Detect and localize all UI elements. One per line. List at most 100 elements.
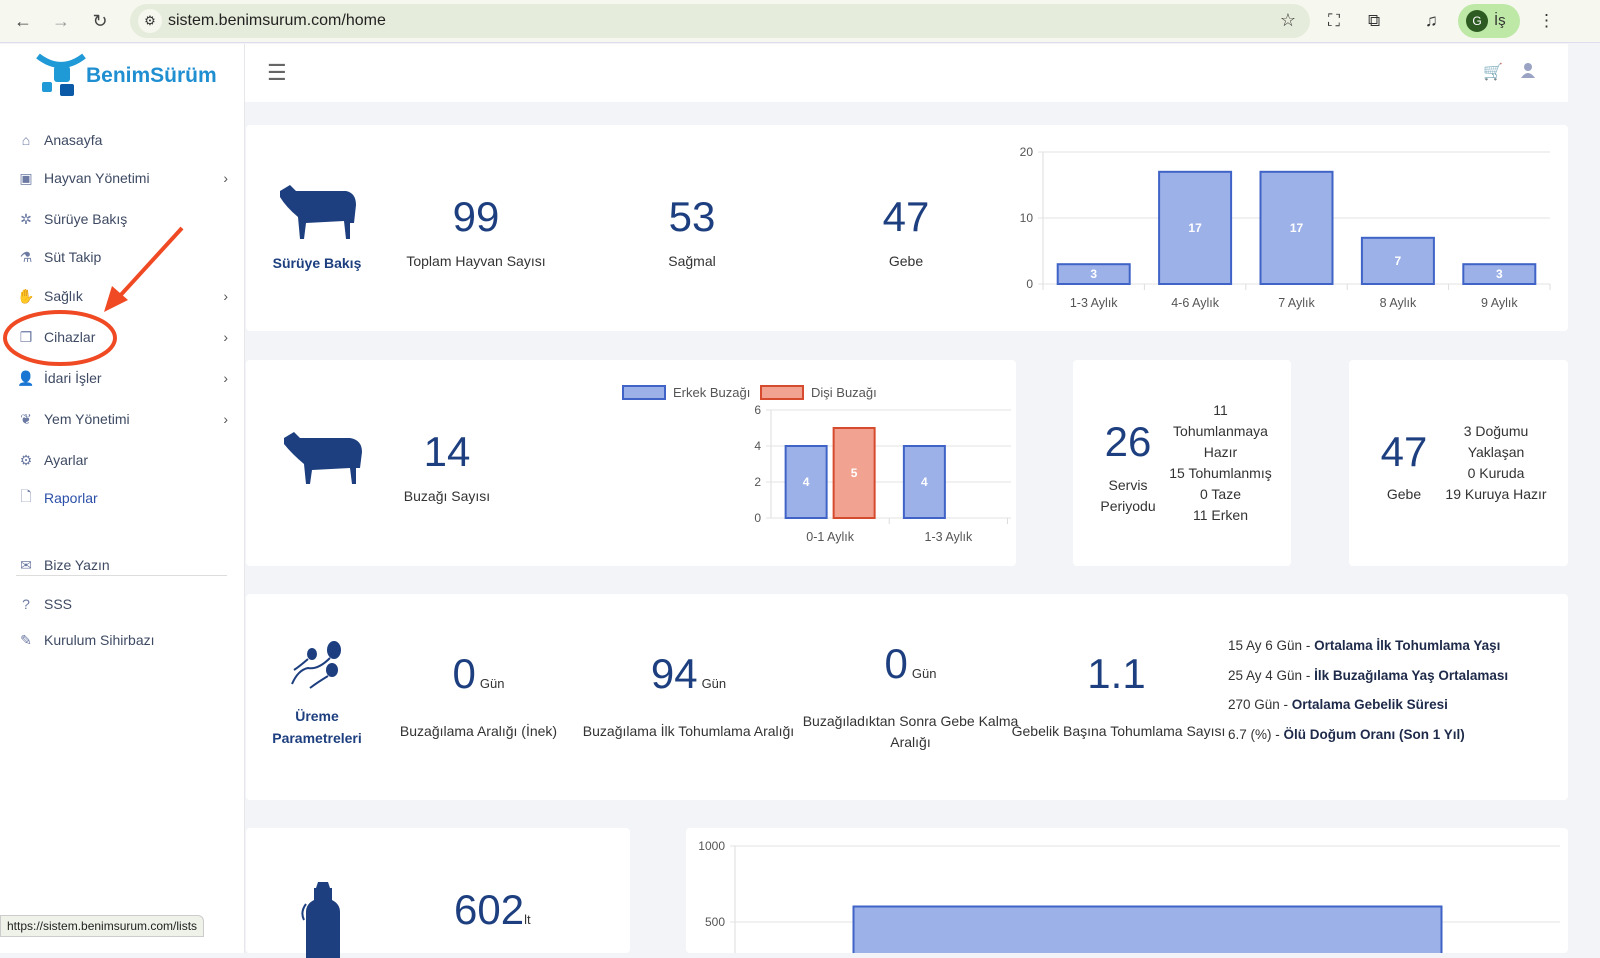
profile-button[interactable]: G İş [1458, 4, 1520, 38]
metric-unit: Gün [701, 676, 727, 691]
legend-swatch [622, 385, 666, 400]
annotation-arrow [116, 226, 184, 300]
pregnancy-detail-line: 3 Doğumu [1463, 423, 1529, 439]
forward-icon[interactable]: → [52, 11, 70, 31]
calf-icon [284, 432, 362, 484]
pregnancy-detail-line: 0 Kuruda [1467, 465, 1525, 481]
bar[interactable] [852, 905, 1443, 953]
sidebar-item-süt-takip[interactable]: ⚗ Süt Takip [16, 244, 228, 270]
bar[interactable] [902, 445, 946, 519]
legend-label[interactable]: Erkek Buzağı [673, 385, 750, 400]
sidebar-item-cihazlar[interactable]: ❐ Cihazlar › [16, 324, 228, 350]
logo-icon [36, 53, 86, 96]
sidebar-divider [16, 575, 227, 576]
x-tick-label: 8 Aylık [1380, 296, 1417, 310]
bar[interactable] [832, 427, 876, 519]
gear-icon: ⚙ [19, 451, 33, 468]
service-detail-line: Hazır [1203, 444, 1238, 460]
bar[interactable] [1056, 263, 1131, 285]
sidebar-item-label: Kurulum Sihirbazı [44, 632, 155, 648]
highlight-circle [3, 310, 117, 366]
site-settings-icon[interactable]: ⚙ [138, 9, 162, 33]
chevron-right-icon: › [223, 411, 228, 427]
pregnancy-value: 47 [1380, 428, 1428, 475]
back-icon[interactable]: ← [14, 11, 32, 31]
pregnant-value: 47 [882, 193, 930, 240]
stat-label: Ortalama İlk Tohumlama Yaşı [1314, 638, 1501, 653]
y-tick-label: 500 [705, 915, 725, 929]
total-animals-label: Toplam Hayvan Sayısı [406, 253, 546, 269]
milk-card: 602lt [246, 828, 630, 958]
pregnancy-card: 47 Gebe 3 Doğumu Yaklaşan 0 Kuruda 19 Kuruy… [1349, 360, 1568, 566]
screenshot-icon[interactable]: ⛶ [1328, 11, 1340, 30]
bar[interactable] [1158, 170, 1233, 285]
hamburger-menu-icon[interactable]: ☰ [267, 60, 287, 85]
metric-label: Buzağılama İlk Tohumlama Aralığı [582, 723, 795, 739]
sidebar-item-hayvan-yönetimi[interactable]: ▣ Hayvan Yönetimi › [16, 165, 228, 191]
sidebar-item-raporlar[interactable]: 🗋 Raporlar [16, 485, 228, 511]
media-icon[interactable]: ♫ [1425, 11, 1438, 30]
stat-value: 25 Ay 4 Gün [1228, 667, 1303, 683]
annotation-overlay [3, 226, 184, 366]
sidebar-item-kurulum-sihirbazı[interactable]: ✎ Kurulum Sihirbazı [16, 627, 228, 653]
service-detail-line: 0 Taze [1200, 486, 1241, 502]
sidebar-item-bize-yazın[interactable]: ✉ Bize Yazın [16, 552, 228, 578]
sidebar-item-sürüye-bakış[interactable]: ✲ Sürüye Bakış [16, 206, 228, 232]
sidebar-item-label: Raporlar [44, 490, 98, 506]
y-tick-label: 1000 [698, 839, 725, 853]
logo[interactable]: BenimSürüm [36, 52, 217, 107]
legend-label[interactable]: Dişi Buzağı [811, 385, 877, 400]
address-bar[interactable]: ⚙ sistem.benimsurum.com/home ☆ [130, 4, 1310, 38]
sidebar-item-sağlık[interactable]: ✋ Sağlık › [16, 283, 228, 309]
arrow-head-icon [104, 286, 128, 312]
reproduction-stat-line: 25 Ay 4 Gün - İlk Buzağılama Yaş Ortalam… [1228, 667, 1509, 683]
milking-label: Sağmal [668, 253, 716, 269]
chevron-right-icon: › [223, 370, 228, 386]
y-tick-label: 4 [754, 439, 761, 453]
herd-title: Sürüye Bakış [272, 255, 362, 271]
y-tick-label: 0 [1026, 277, 1033, 291]
milk-total: 602lt [454, 886, 531, 934]
sidebar-item-label: Sağlık [44, 288, 83, 304]
user-icon[interactable] [1521, 62, 1535, 78]
bar[interactable] [1462, 263, 1537, 285]
sidebar-item-ayarlar[interactable]: ⚙ Ayarlar [16, 447, 228, 473]
metric-label: Buzağılama Aralığı (İnek) [399, 723, 558, 739]
sidebar-item-yem-yönetimi[interactable]: ❦ Yem Yönetimi › [16, 406, 228, 432]
hand-holding-medical-icon: ✋ [17, 287, 35, 304]
extensions-icon[interactable]: ⧉ [1368, 11, 1381, 30]
bar[interactable] [1360, 236, 1435, 286]
reproduction-stats: 15 Ay 6 Gün - Ortalama İlk Tohumlama Yaş… [1228, 638, 1508, 756]
bar[interactable] [1259, 170, 1334, 285]
bar-value-label: 4 [921, 475, 928, 489]
service-period-label: Servis Periyodu [1100, 477, 1156, 514]
profile-label: İş [1494, 12, 1506, 29]
sidebar-item-label: Süt Takip [44, 249, 102, 265]
metric-label: Buzağıladıktan Sonra Gebe Kalma Aralığı [802, 713, 1019, 750]
total-animals-value: 99 [452, 193, 500, 240]
bar[interactable] [784, 445, 828, 519]
metric-unit: Gün [911, 666, 937, 681]
sidebar-item-i-dari-i-şler[interactable]: 👤 İdari İşler › [16, 365, 228, 391]
file-icon: 🗋 [20, 488, 32, 504]
pregnancy-label: Gebe [1386, 486, 1422, 502]
metric-value: 1.1 [1087, 650, 1146, 697]
service-period-card: 26 Servis Periyodu 11 Tohumlanmaya Hazır 15… [1073, 360, 1291, 566]
sidebar-item-label: Yem Yönetimi [44, 411, 130, 427]
chevron-right-icon: › [223, 170, 228, 186]
metric-value: 94 [650, 650, 698, 697]
menu-dots-icon[interactable]: ⋮ [1538, 11, 1555, 30]
y-tick-label: 6 [754, 403, 761, 417]
bar-value-label: 4 [803, 475, 810, 489]
reproduction-metric: 94 Gün [576, 650, 801, 698]
sidebar-item-label: Cihazlar [44, 329, 96, 345]
sidebar-item-label: Ayarlar [44, 452, 89, 468]
cart-icon[interactable]: 🛒 [1483, 64, 1503, 81]
bookmark-star-icon[interactable]: ☆ [1279, 10, 1296, 30]
reload-icon[interactable]: ↻ [92, 11, 108, 31]
sidebar-item-anasayfa[interactable]: ⌂ Anasayfa [16, 127, 228, 153]
sidebar-item-sss[interactable]: ? SSS [16, 591, 228, 617]
bar-value-label: 17 [1290, 221, 1304, 235]
milk-chart-card: 500 1000 [686, 828, 1568, 953]
